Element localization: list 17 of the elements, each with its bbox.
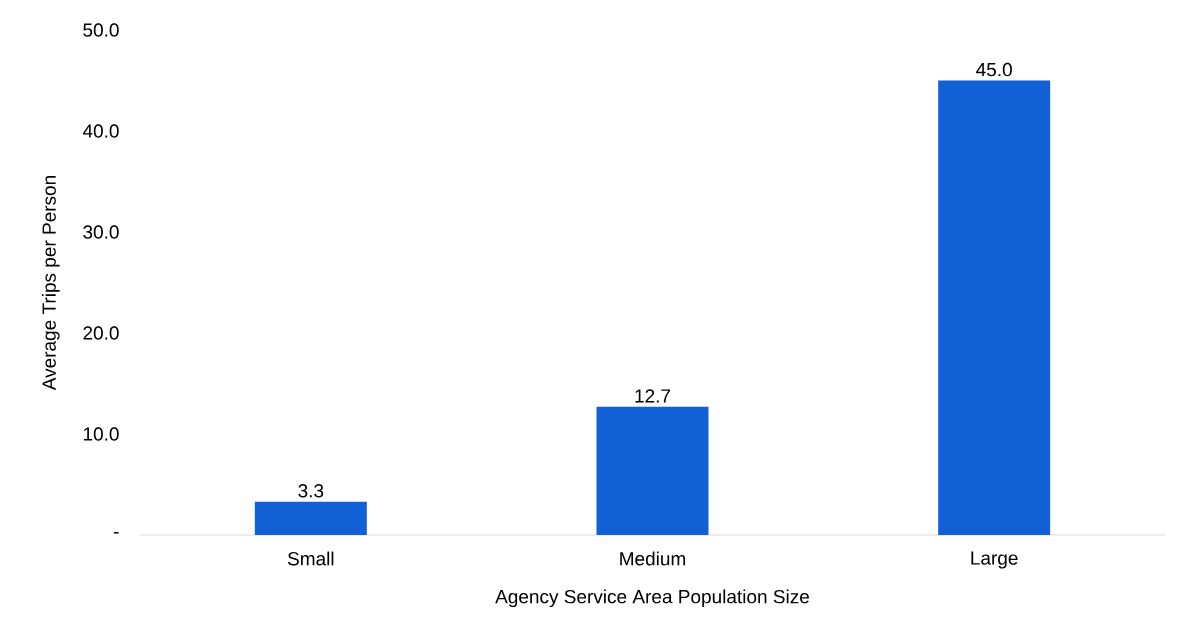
y-tick-label: 10.0 bbox=[83, 427, 119, 441]
y-axis-title: Average Trips per Person bbox=[41, 176, 60, 391]
y-tick-label: 50.0 bbox=[83, 23, 119, 37]
data-label: 12.7 bbox=[635, 389, 671, 403]
x-tick-label: Medium bbox=[620, 551, 686, 566]
bar bbox=[938, 80, 1051, 535]
y-tick-label: 20.0 bbox=[83, 326, 119, 340]
x-tick-label: Small bbox=[287, 551, 334, 566]
y-tick-label: 40.0 bbox=[82, 124, 119, 138]
x-axis-title: Agency Service Area Population Size bbox=[495, 589, 809, 608]
bar bbox=[596, 406, 709, 535]
bar bbox=[254, 501, 367, 535]
y-tick-label: 30.0 bbox=[83, 225, 119, 239]
data-label: 3.3 bbox=[298, 484, 324, 498]
data-label: 45.0 bbox=[976, 62, 1012, 77]
x-tick-label: Large bbox=[971, 551, 1018, 569]
y-tick-label: - bbox=[113, 532, 119, 534]
